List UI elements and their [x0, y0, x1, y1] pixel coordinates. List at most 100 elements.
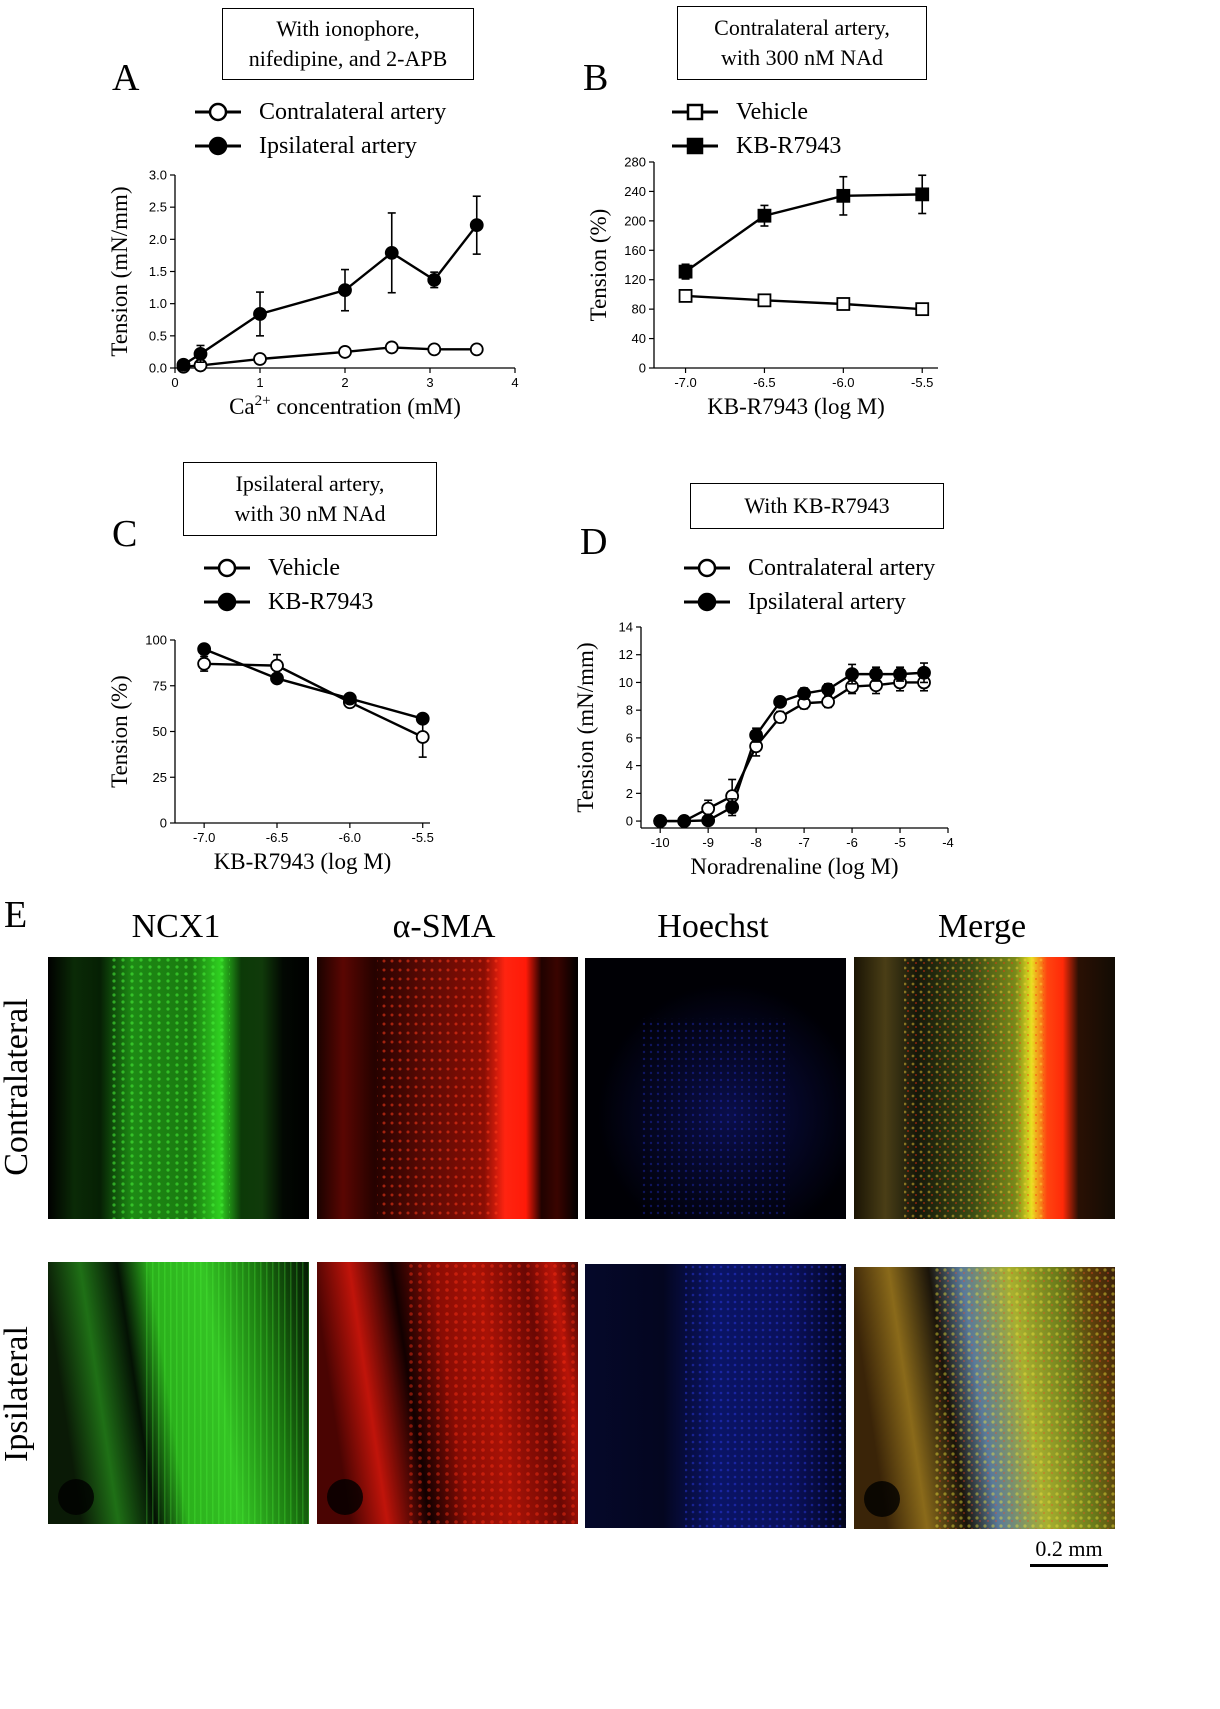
panel-a-condition-box: With ionophore, nifedipine, and 2-APB [222, 8, 474, 80]
panel-c-letter: C [112, 513, 138, 555]
x-tick-label: -4 [942, 835, 954, 850]
x-tick-label: 1 [256, 375, 263, 390]
data-point [821, 694, 835, 709]
legend-item: Ipsilateral artery [195, 129, 446, 163]
legend-item: Contralateral artery [195, 95, 446, 129]
filled-circle-marker-icon [684, 592, 730, 612]
y-tick-label: 10 [619, 675, 633, 690]
panel-c-condition-box: Ipsilateral artery, with 30 nM NAd [183, 462, 437, 536]
micrograph-contralateral-merge [854, 957, 1115, 1219]
open-circle-marker-icon [204, 558, 250, 578]
panel-d-condition-line-1: With KB-R7943 [744, 493, 890, 518]
y-tick-label: 100 [145, 633, 167, 648]
x-tick-label: -6 [846, 835, 858, 850]
y-tick-label: 80 [632, 302, 646, 317]
data-point [678, 288, 693, 303]
x-tick-label: 2 [341, 375, 348, 390]
x-tick-label: -10 [651, 835, 670, 850]
data-point [469, 218, 484, 233]
column-header-hoechst: Hoechst [657, 908, 769, 945]
data-point [757, 293, 772, 308]
y-tick-label: 4 [626, 758, 633, 773]
y-axis-title: Tension (mN/mm) [107, 186, 132, 356]
series-line [203, 648, 424, 720]
series-line [660, 681, 925, 823]
y-tick-label: 6 [626, 730, 633, 745]
x-tick-label: -7.0 [674, 375, 696, 390]
panel-a-letter: A [112, 57, 140, 99]
x-tick-label: -9 [702, 835, 714, 850]
y-tick-label: 160 [624, 243, 646, 258]
x-tick-label: 4 [511, 375, 518, 390]
x-tick-label: -6.5 [266, 830, 288, 845]
micrograph-contralateral-hoechst [585, 958, 846, 1219]
legend-item: Contralateral artery [684, 551, 935, 585]
x-axis-title: Ca2+ concentration (mM) [229, 393, 461, 419]
x-axis-title: KB-R7943 (log M) [214, 849, 392, 874]
series-line [684, 193, 923, 273]
data-point [773, 694, 788, 709]
filled-circle-marker-icon [204, 592, 250, 612]
data-point [893, 667, 907, 682]
y-axis-title: Tension (%) [586, 209, 611, 322]
y-tick-label: 0.5 [149, 328, 167, 343]
legend-label: Contralateral artery [748, 554, 936, 581]
row-label-ipsilateral: Ipsilateral [0, 1326, 35, 1462]
series-line [685, 294, 923, 311]
x-tick-label: 0 [171, 375, 178, 390]
scale-bar-label: 0.2 mm [1035, 1536, 1103, 1561]
y-tick-label: 2.0 [149, 232, 167, 247]
x-axis-title: KB-R7943 (log M) [707, 394, 885, 419]
legend-item: KB-R7943 [204, 585, 373, 619]
legend-item: KB-R7943 [672, 129, 841, 163]
data-point [427, 342, 442, 357]
y-tick-label: 280 [624, 155, 646, 170]
data-point [653, 814, 668, 828]
x-tick-label: 3 [426, 375, 433, 390]
panel-c-legend: Vehicle KB-R7943 [204, 551, 373, 619]
data-point [197, 656, 212, 671]
micrograph-contralateral-alpha-sma [317, 957, 578, 1219]
x-tick-label: -5.5 [412, 830, 434, 845]
panel-b-legend: Vehicle KB-R7943 [672, 95, 841, 163]
legend-label: Ipsilateral artery [259, 132, 417, 159]
x-tick-label: -5.5 [911, 375, 933, 390]
legend-item: Ipsilateral artery [684, 585, 935, 619]
data-point [836, 188, 851, 203]
data-point [678, 264, 693, 279]
y-tick-label: 25 [153, 770, 167, 785]
panel-d-letter: D [580, 521, 608, 563]
panel-c-condition-line-1: Ipsilateral artery, [235, 471, 385, 496]
y-tick-label: 0 [160, 816, 167, 831]
y-tick-label: 1.5 [149, 264, 167, 279]
data-point [253, 307, 267, 321]
data-point [869, 667, 883, 682]
data-point [427, 272, 442, 287]
panel-a-condition-line-2: nifedipine, and 2-APB [248, 46, 448, 71]
x-tick-label: -6.5 [753, 375, 775, 390]
panel-e-letter: E [4, 894, 28, 936]
legend-label: KB-R7943 [736, 132, 842, 159]
panel-a-condition-line-1: With ionophore, [276, 16, 420, 41]
data-point [384, 245, 399, 260]
filled-circle-marker-icon [195, 136, 241, 156]
y-tick-label: 8 [626, 703, 633, 718]
micrograph-ipsilateral-merge [854, 1267, 1115, 1529]
panel-a-legend: Contralateral artery Ipsilateral artery [195, 95, 446, 163]
data-point [384, 340, 399, 355]
y-axis-title: Tension (mN/mm) [573, 642, 598, 812]
data-point [197, 642, 212, 657]
y-tick-label: 50 [153, 724, 167, 739]
data-point [917, 665, 931, 680]
data-point [342, 691, 357, 706]
data-point [725, 800, 740, 815]
data-point [757, 208, 772, 223]
y-tick-label: 0 [639, 361, 646, 376]
open-circle-marker-icon [684, 558, 730, 578]
data-point [193, 346, 208, 361]
data-point [176, 357, 191, 372]
data-point [338, 283, 352, 298]
